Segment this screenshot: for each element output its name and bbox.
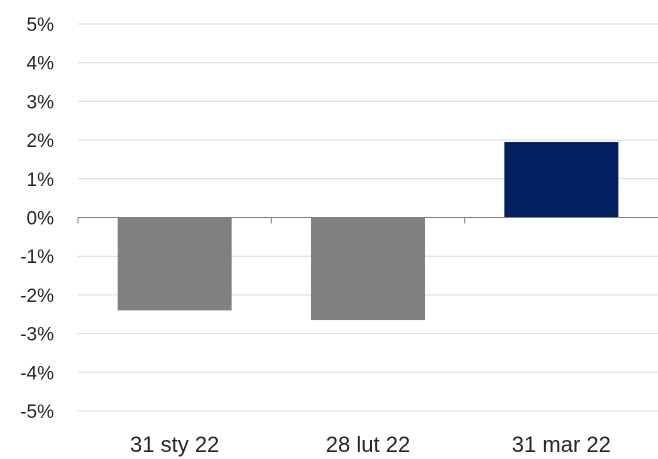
y-tick-label: 4% <box>27 54 55 75</box>
x-tick-label: 31 sty 22 <box>130 432 219 457</box>
y-tick-label: 1% <box>27 170 55 191</box>
x-tick-labels: 31 sty 22 28 lut 22 31 mar 22 <box>130 432 611 457</box>
y-tick-label: -1% <box>20 247 54 268</box>
bar <box>311 217 425 321</box>
y-tick-label: -4% <box>20 363 54 384</box>
y-tick-label: -3% <box>20 325 54 346</box>
y-tick-label: 0% <box>27 209 55 230</box>
y-tick-label: -2% <box>20 286 54 307</box>
x-tick-label: 31 mar 22 <box>512 432 611 457</box>
x-tick-label: 28 lut 22 <box>326 432 410 457</box>
bars <box>117 142 619 321</box>
y-tick-label: 3% <box>27 92 55 113</box>
y-tick-label: -5% <box>20 402 54 423</box>
bar <box>504 142 619 218</box>
y-tick-label: 2% <box>27 131 55 152</box>
x-axis <box>77 217 658 224</box>
bar <box>117 217 232 311</box>
y-tick-label: 5% <box>27 15 55 36</box>
y-tick-labels: 5% 4% 3% 2% 1% 0% -1% -2% -3% -4% -5% <box>20 15 54 423</box>
